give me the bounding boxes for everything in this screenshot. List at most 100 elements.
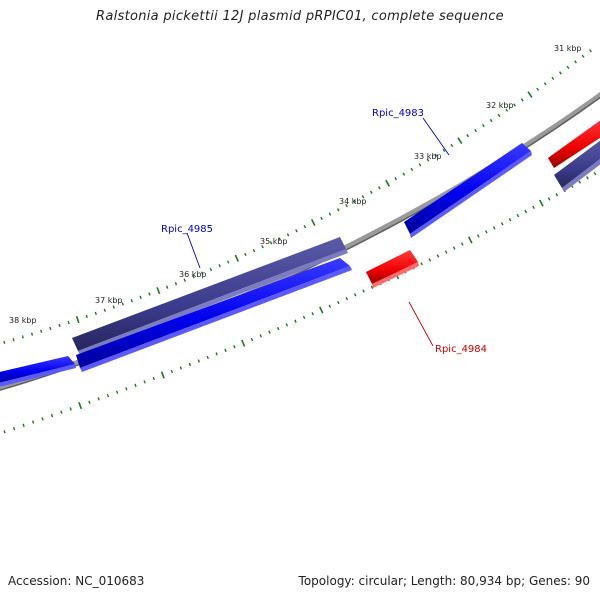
inner-ring-minor-tick xyxy=(224,348,227,352)
orf-arc-36kbp[interactable] xyxy=(72,237,348,355)
inner-ring-minor-tick xyxy=(179,366,183,370)
outer-ring-minor-tick xyxy=(165,285,169,289)
inner-ring-minor-tick xyxy=(125,387,128,391)
cds-arrow-rpic-4983[interactable] xyxy=(404,143,532,238)
inner-ring-minor-tick xyxy=(197,359,201,363)
outer-ring-minor-tick xyxy=(252,249,256,253)
inner-ring-minor-tick xyxy=(476,234,480,238)
outer-ring-major-tick xyxy=(385,179,390,187)
orf-arc-31kbp[interactable] xyxy=(554,137,600,192)
inner-ring-minor-tick xyxy=(152,376,155,381)
outer-ring-minor-tick xyxy=(49,326,52,331)
inner-ring-minor-tick xyxy=(302,315,306,320)
inner-ring-minor-tick xyxy=(500,222,504,226)
inner-ring-minor-tick xyxy=(516,213,520,218)
outer-ring-minor-tick xyxy=(218,264,221,268)
cds-arrow-reverse-31kbp[interactable] xyxy=(548,117,600,168)
inner-ring-major-tick xyxy=(78,402,83,410)
outer-ring-minor-tick xyxy=(269,241,273,245)
tick-label-31kbp: 31 kbp xyxy=(554,44,582,53)
cds-arrow-38kbp[interactable] xyxy=(0,356,76,388)
outer-ring-major-tick xyxy=(457,137,463,145)
outer-ring-minor-tick xyxy=(574,60,577,64)
inner-ring-minor-tick xyxy=(12,426,16,431)
inner-ring-minor-tick xyxy=(436,254,440,258)
outer-ring-minor-tick xyxy=(336,208,340,212)
tick-label-37kbp: 37 kbp xyxy=(95,296,123,305)
outer-ring-minor-tick xyxy=(94,311,97,316)
outer-ring-minor-tick xyxy=(58,323,61,328)
outer-ring-minor-tick xyxy=(482,124,485,128)
inner-ring-minor-tick xyxy=(547,197,551,201)
inner-ring-minor-tick xyxy=(206,355,209,360)
inner-ring-minor-tick xyxy=(60,410,63,414)
outer-ring-minor-tick xyxy=(286,233,290,237)
inner-ring-minor-tick xyxy=(170,369,174,374)
tick-label-33kbp: 33 kbp xyxy=(414,152,442,161)
outer-ring-minor-tick xyxy=(278,237,281,241)
outer-ring-minor-tick xyxy=(183,278,186,282)
inner-ring-minor-tick xyxy=(31,420,35,424)
inner-ring-minor-tick xyxy=(585,176,589,180)
inner-ring-major-tick xyxy=(241,339,246,347)
inner-ring-minor-tick xyxy=(555,193,559,197)
outer-ring-minor-tick xyxy=(551,76,555,81)
outer-ring-minor-tick xyxy=(581,54,585,58)
inner-ring-minor-tick xyxy=(22,423,25,428)
outer-ring-minor-tick xyxy=(442,148,446,153)
inner-ring-minor-tick xyxy=(345,296,349,301)
inner-ring-minor-tick xyxy=(41,417,44,421)
inner-ring-minor-tick xyxy=(492,226,496,230)
tick-label-34kbp: 34 kbp xyxy=(339,197,367,206)
outer-ring-minor-tick xyxy=(21,335,24,339)
outer-ring-minor-tick xyxy=(192,275,195,279)
cds-arrow-rpic-4985[interactable] xyxy=(76,258,352,372)
outer-ring-major-tick xyxy=(310,219,316,226)
outer-ring-minor-tick xyxy=(361,195,365,199)
inner-ring-minor-tick xyxy=(452,246,456,250)
inner-ring-minor-tick xyxy=(268,330,271,334)
cds-arrow-rpic-4984[interactable] xyxy=(366,250,419,288)
inner-ring-minor-tick xyxy=(115,390,119,394)
outer-ring-minor-tick xyxy=(67,320,70,325)
callout-line-rpic-4983 xyxy=(422,117,450,156)
gene-label-rpic-4983[interactable]: Rpic_4983 xyxy=(372,108,424,119)
outer-ring-minor-tick xyxy=(489,118,493,123)
outer-ring-minor-tick xyxy=(434,153,438,157)
inner-ring-minor-tick xyxy=(593,171,597,176)
gene-label-rpic-4984[interactable]: Rpic_4984 xyxy=(435,344,487,355)
tick-label-35kbp: 35 kbp xyxy=(260,237,288,246)
inner-ring-minor-tick xyxy=(353,293,357,297)
outer-ring-minor-tick xyxy=(536,87,540,91)
inner-ring-minor-tick xyxy=(69,407,72,411)
outer-ring-minor-tick xyxy=(148,292,151,296)
inner-ring-minor-tick xyxy=(337,300,340,305)
outer-ring-minor-tick xyxy=(450,143,454,148)
outer-ring-minor-tick xyxy=(121,302,124,306)
outer-ring-minor-tick xyxy=(466,134,470,138)
inner-ring-minor-tick xyxy=(428,258,432,262)
inner-ring-minor-tick xyxy=(276,326,280,331)
outer-ring-minor-tick xyxy=(410,167,414,172)
inner-ring-major-tick xyxy=(160,371,165,379)
outer-ring-major-tick xyxy=(527,91,533,98)
outer-ring-major-tick xyxy=(156,287,161,295)
tick-label-32kbp: 32 kbp xyxy=(486,101,514,110)
outer-ring-major-tick xyxy=(234,254,239,262)
inner-ring-minor-tick xyxy=(328,304,332,308)
inner-ring-minor-tick xyxy=(370,285,374,289)
outer-ring-minor-tick xyxy=(402,172,406,176)
outer-ring-minor-tick xyxy=(589,49,592,53)
outer-ring-minor-tick xyxy=(112,305,115,309)
gene-label-rpic-4985[interactable]: Rpic_4985 xyxy=(161,224,213,235)
outer-ring-minor-tick xyxy=(353,199,357,203)
outer-ring-minor-tick xyxy=(497,113,501,118)
inner-ring-minor-tick xyxy=(3,430,6,434)
inner-ring-minor-tick xyxy=(215,352,218,356)
outer-ring-minor-tick xyxy=(130,298,133,303)
inner-ring-minor-tick xyxy=(578,180,582,184)
inner-ring-minor-tick xyxy=(259,334,262,338)
outer-ring-minor-tick xyxy=(174,282,178,286)
outer-ring-minor-tick xyxy=(543,82,547,86)
